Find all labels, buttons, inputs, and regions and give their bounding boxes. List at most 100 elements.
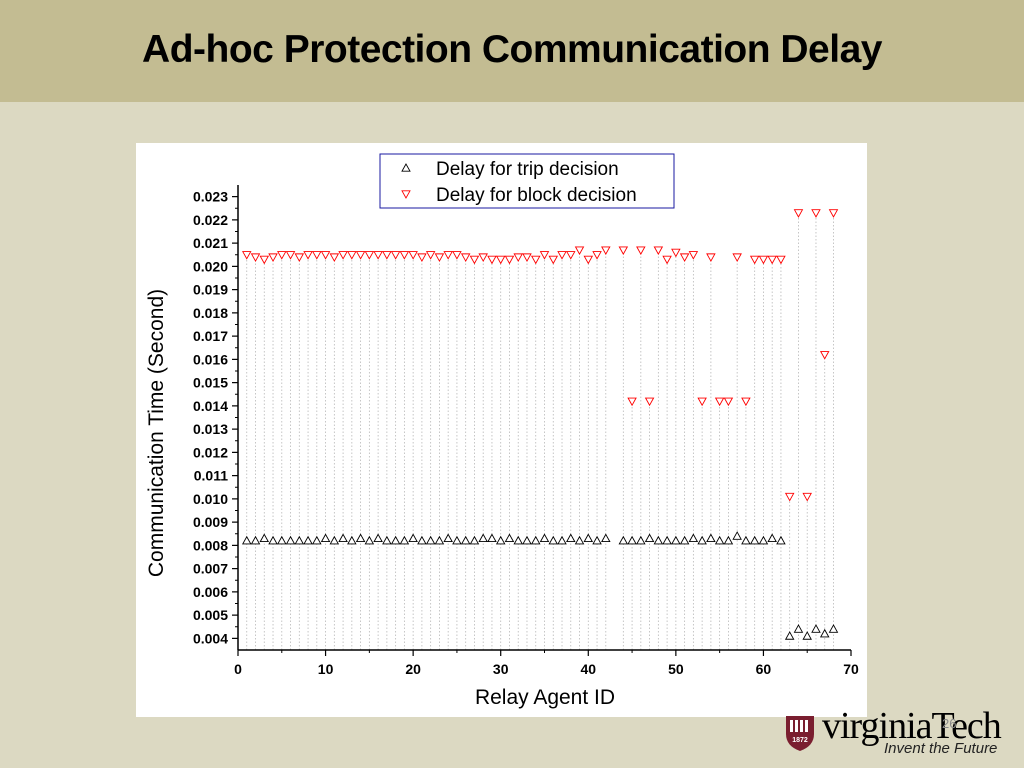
y-tick-label: 0.005 bbox=[193, 607, 228, 623]
trip-delay-point bbox=[312, 535, 322, 545]
scatter-chart: 0.004 0.005 0.006 0.007 0.008 0.009 0.010 0.011… bbox=[145, 153, 859, 709]
block-delay-point bbox=[408, 251, 418, 260]
block-delay-point bbox=[776, 255, 786, 265]
block-delay-point bbox=[688, 251, 699, 260]
x-tick-label: 40 bbox=[580, 661, 596, 677]
block-delay-point bbox=[399, 251, 410, 260]
page-number: 26 bbox=[942, 716, 957, 731]
block-delay-point bbox=[644, 397, 655, 407]
trip-delay-point bbox=[548, 535, 559, 545]
block-delay-point bbox=[758, 255, 769, 265]
block-delay-point bbox=[425, 251, 436, 260]
data-points bbox=[241, 209, 839, 640]
y-tick-label: 0.019 bbox=[193, 282, 228, 298]
trip-delay-point bbox=[434, 535, 445, 545]
trip-delay-point bbox=[408, 533, 418, 543]
block-delay-point bbox=[250, 253, 261, 263]
trip-delay-point bbox=[522, 535, 532, 545]
block-delay-point bbox=[241, 251, 252, 260]
y-tick-label: 0.010 bbox=[193, 491, 228, 507]
block-delay-point bbox=[504, 255, 515, 265]
trip-delay-point bbox=[758, 535, 769, 545]
block-delay-point bbox=[811, 209, 821, 218]
block-delay-point bbox=[706, 253, 716, 263]
block-delay-point bbox=[697, 397, 707, 407]
y-tick-label: 0.009 bbox=[193, 514, 228, 530]
legend-box bbox=[379, 153, 675, 209]
trip-delay-point bbox=[574, 535, 585, 545]
trip-delay-point bbox=[355, 533, 366, 543]
trip-delay-point bbox=[268, 535, 278, 545]
trip-delay-point bbox=[417, 535, 427, 545]
block-delay-point bbox=[557, 251, 567, 260]
trip-delay-point bbox=[259, 533, 270, 543]
x-tick-label: 20 bbox=[405, 661, 421, 677]
trip-delay-point bbox=[390, 535, 401, 545]
block-delay-point bbox=[627, 397, 637, 407]
block-delay-point bbox=[452, 251, 462, 260]
trip-delay-point bbox=[277, 535, 287, 545]
trip-delay-point bbox=[749, 535, 760, 545]
trip-delay-point bbox=[382, 535, 392, 545]
block-delay-point bbox=[487, 255, 497, 265]
title-bar bbox=[0, 0, 1024, 102]
block-delay-point bbox=[653, 246, 664, 256]
logo-wordmark: virginiaTech bbox=[822, 705, 1002, 747]
block-delay-point bbox=[548, 255, 559, 265]
block-delay-point bbox=[741, 397, 751, 407]
block-delay-point bbox=[303, 251, 313, 260]
trip-delay-point bbox=[662, 535, 672, 545]
block-delay-point bbox=[259, 255, 270, 265]
y-tick-label: 0.023 bbox=[193, 189, 228, 205]
trip-delay-point bbox=[784, 631, 795, 640]
trip-delay-point bbox=[320, 533, 331, 543]
trip-delay-point bbox=[741, 535, 751, 545]
trip-delay-point bbox=[373, 533, 383, 543]
block-delay-point bbox=[495, 255, 506, 265]
block-delay-point bbox=[828, 209, 839, 218]
legend: Delay for trip decision Delay for block … bbox=[379, 153, 675, 209]
block-delay-point bbox=[277, 251, 287, 260]
trip-delay-point bbox=[241, 535, 252, 545]
y-tick-label: 0.012 bbox=[193, 444, 228, 460]
block-delay-point bbox=[285, 251, 296, 260]
y-tick-label: 0.007 bbox=[193, 561, 228, 577]
trip-delay-point bbox=[338, 533, 348, 543]
trip-delay-point bbox=[294, 535, 305, 545]
y-tick-label: 0.022 bbox=[193, 212, 228, 228]
block-delay-point bbox=[522, 253, 532, 263]
trip-delay-point bbox=[618, 535, 629, 545]
block-delay-point bbox=[767, 255, 777, 265]
trip-delay-point bbox=[583, 533, 594, 543]
y-ticks: 0.004 0.005 0.006 0.007 0.008 0.009 0.010 0.011… bbox=[193, 189, 238, 646]
trip-delay-point bbox=[557, 535, 567, 545]
legend-label-block: Delay for block decision bbox=[436, 185, 637, 206]
x-tick-label: 50 bbox=[668, 661, 684, 677]
block-delay-point bbox=[355, 251, 366, 260]
block-delay-point bbox=[793, 209, 804, 218]
block-delay-point bbox=[417, 253, 427, 263]
block-delay-point bbox=[530, 255, 541, 265]
block-delay-point bbox=[294, 253, 305, 263]
trip-delay-point bbox=[513, 535, 523, 545]
block-delay-point bbox=[268, 253, 278, 263]
block-delay-point bbox=[819, 351, 830, 360]
block-delay-point bbox=[364, 251, 375, 260]
y-tick-label: 0.020 bbox=[193, 258, 228, 274]
trip-delay-point bbox=[767, 533, 777, 543]
trip-delay-point bbox=[364, 535, 375, 545]
block-delay-point bbox=[618, 246, 629, 256]
block-delay-point bbox=[382, 251, 392, 260]
trip-delay-point bbox=[530, 535, 541, 545]
y-tick-label: 0.014 bbox=[193, 398, 228, 414]
block-delay-point bbox=[583, 255, 594, 265]
logo-tagline: Invent the Future bbox=[884, 740, 998, 757]
y-tick-label: 0.006 bbox=[193, 584, 228, 600]
x-tick-label: 10 bbox=[318, 661, 334, 677]
x-tick-label: 60 bbox=[756, 661, 772, 677]
legend-symbol-trip bbox=[401, 163, 411, 172]
block-delay-point bbox=[373, 251, 383, 260]
block-delay-point bbox=[671, 248, 681, 258]
virginia-tech-logo: 1872 virginiaTech Invent the Future bbox=[784, 705, 1020, 766]
trip-delay-point bbox=[671, 535, 681, 545]
